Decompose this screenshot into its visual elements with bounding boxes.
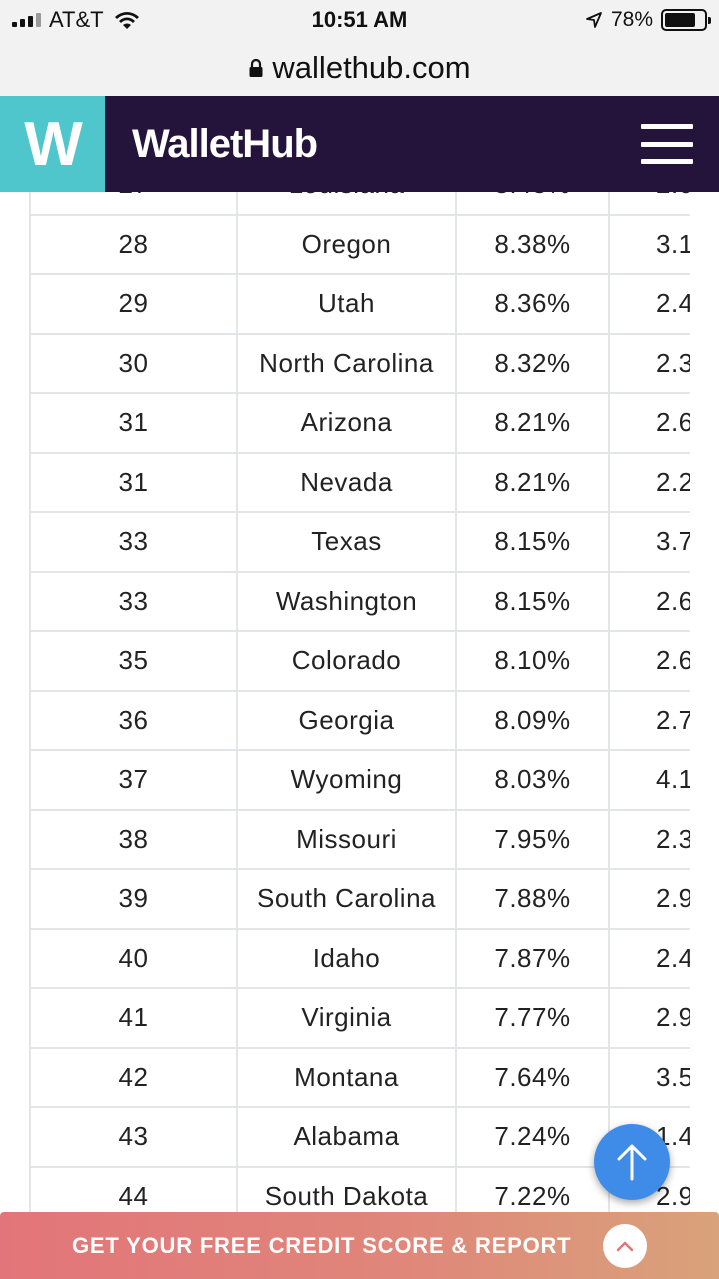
rank-cell: 37 bbox=[29, 749, 238, 811]
battery-percent: 78% bbox=[610, 8, 653, 31]
status-left: AT&T bbox=[12, 7, 140, 32]
percent-cell: 8.32% bbox=[455, 332, 610, 394]
state-cell: Wyoming bbox=[236, 749, 457, 811]
battery-icon bbox=[661, 9, 711, 31]
carrier-label: AT&T bbox=[49, 7, 104, 32]
table-row: 33 Texas 8.15% 3.7 bbox=[29, 511, 719, 573]
hamburger-icon[interactable] bbox=[641, 124, 693, 164]
status-bar: AT&T 10:51 AM 78% bbox=[0, 0, 719, 40]
percent-cell: 8.36% bbox=[455, 273, 610, 335]
percent-cell: 8.09% bbox=[455, 689, 610, 751]
url-text[interactable]: wallethub.com bbox=[272, 50, 471, 85]
rank-cell: 40 bbox=[29, 927, 238, 989]
rank-cell: 35 bbox=[29, 630, 238, 692]
table-row: 36 Georgia 8.09% 2.7 bbox=[29, 689, 719, 751]
url-bar[interactable]: wallethub.com bbox=[0, 40, 719, 96]
rank-cell: 39 bbox=[29, 868, 238, 930]
ranking-table: 27Louisiana8.43%2.028Oregon8.38%3.129Uta… bbox=[29, 192, 719, 1227]
percent-cell: 8.15% bbox=[455, 570, 610, 632]
percent-cell: 8.10% bbox=[455, 630, 610, 692]
state-cell: North Carolina bbox=[236, 332, 457, 394]
table-row: 33 Washington 8.15% 2.6 bbox=[29, 570, 719, 632]
table-row: 42 Montana 7.64% 3.5 bbox=[29, 1046, 719, 1108]
state-cell: Oregon bbox=[236, 213, 457, 275]
percent-cell: 8.03% bbox=[455, 749, 610, 811]
state-cell: Nevada bbox=[236, 451, 457, 513]
rank-cell: 30 bbox=[29, 332, 238, 394]
table-row: 28 Oregon 8.38% 3.1 bbox=[29, 213, 719, 275]
ranking-table-container[interactable]: 27Louisiana8.43%2.028Oregon8.38%3.129Uta… bbox=[0, 192, 719, 1279]
percent-cell: 7.87% bbox=[455, 927, 610, 989]
table-row: 40 Idaho 7.87% 2.4 bbox=[29, 927, 719, 989]
state-cell: Montana bbox=[236, 1046, 457, 1108]
rank-cell: 42 bbox=[29, 1046, 238, 1108]
state-cell: Missouri bbox=[236, 808, 457, 870]
signal-icon bbox=[12, 13, 41, 27]
percent-cell: 8.38% bbox=[455, 213, 610, 275]
table-row: 39 South Carolina 7.88% 2.9 bbox=[29, 868, 719, 930]
battery-fill bbox=[665, 13, 695, 27]
rank-cell: 31 bbox=[29, 392, 238, 454]
rank-cell: 33 bbox=[29, 511, 238, 573]
status-right: 78% bbox=[585, 8, 711, 32]
table-row: 41 Virginia 7.77% 2.9 bbox=[29, 987, 719, 1049]
chevron-up-icon bbox=[616, 1241, 634, 1252]
rank-cell: 36 bbox=[29, 689, 238, 751]
site-header: W WalletHub bbox=[0, 96, 719, 192]
state-cell: Idaho bbox=[236, 927, 457, 989]
scroll-to-top-button[interactable] bbox=[594, 1124, 670, 1200]
state-cell: Alabama bbox=[236, 1106, 457, 1168]
percent-cell: 7.77% bbox=[455, 987, 610, 1049]
rank-cell: 38 bbox=[29, 808, 238, 870]
table-row: 38 Missouri 7.95% 2.3 bbox=[29, 808, 719, 870]
table-row: 30 North Carolina 8.32% 2.3 bbox=[29, 332, 719, 394]
table-row: 27Louisiana8.43%2.0 bbox=[29, 192, 719, 216]
credit-score-banner-label[interactable]: GET YOUR FREE CREDIT SCORE & REPORT bbox=[72, 1232, 572, 1258]
state-cell: South Carolina bbox=[236, 868, 457, 930]
state-cell: Washington bbox=[236, 570, 457, 632]
state-cell: Arizona bbox=[236, 392, 457, 454]
logo[interactable]: W bbox=[0, 96, 105, 192]
state-cell: Colorado bbox=[236, 630, 457, 692]
arrow-up-icon bbox=[617, 1144, 647, 1181]
rank-cell: 41 bbox=[29, 987, 238, 1049]
percent-cell: 7.88% bbox=[455, 868, 610, 930]
credit-score-banner[interactable]: GET YOUR FREE CREDIT SCORE & REPORT bbox=[0, 1212, 719, 1279]
rank-cell: 33 bbox=[29, 570, 238, 632]
table-row: 31 Nevada 8.21% 2.2 bbox=[29, 451, 719, 513]
clock: 10:51 AM bbox=[311, 7, 408, 32]
wifi-icon bbox=[114, 12, 139, 29]
table-row: 29 Utah 8.36% 2.4 bbox=[29, 273, 719, 335]
table-row: 31 Arizona 8.21% 2.6 bbox=[29, 392, 719, 454]
state-cell: Virginia bbox=[236, 987, 457, 1049]
rank-cell: 43 bbox=[29, 1106, 238, 1168]
percent-cell: 7.64% bbox=[455, 1046, 610, 1108]
percent-cell: 8.21% bbox=[455, 451, 610, 513]
state-cell: Georgia bbox=[236, 689, 457, 751]
percent-cell: 8.21% bbox=[455, 392, 610, 454]
table-overflow-edge bbox=[690, 192, 719, 1279]
percent-cell: 8.43% bbox=[455, 192, 610, 216]
lock-icon bbox=[249, 58, 263, 77]
table-row: 37 Wyoming 8.03% 4.1 bbox=[29, 749, 719, 811]
location-arrow-icon bbox=[586, 12, 602, 28]
state-cell: Louisiana bbox=[236, 192, 457, 216]
percent-cell: 8.15% bbox=[455, 511, 610, 573]
percent-cell: 7.24% bbox=[455, 1106, 610, 1168]
state-cell: Texas bbox=[236, 511, 457, 573]
rank-cell: 27 bbox=[29, 192, 238, 216]
table-row: 35 Colorado 8.10% 2.6 bbox=[29, 630, 719, 692]
rank-cell: 28 bbox=[29, 213, 238, 275]
logo-letter: W bbox=[24, 109, 83, 179]
rank-cell: 29 bbox=[29, 273, 238, 335]
chevron-up-button[interactable] bbox=[603, 1224, 647, 1268]
table-body: 27Louisiana8.43%2.028Oregon8.38%3.129Uta… bbox=[29, 192, 719, 1227]
brand-name[interactable]: WalletHub bbox=[132, 121, 318, 166]
state-cell: Utah bbox=[236, 273, 457, 335]
rank-cell: 31 bbox=[29, 451, 238, 513]
percent-cell: 7.95% bbox=[455, 808, 610, 870]
